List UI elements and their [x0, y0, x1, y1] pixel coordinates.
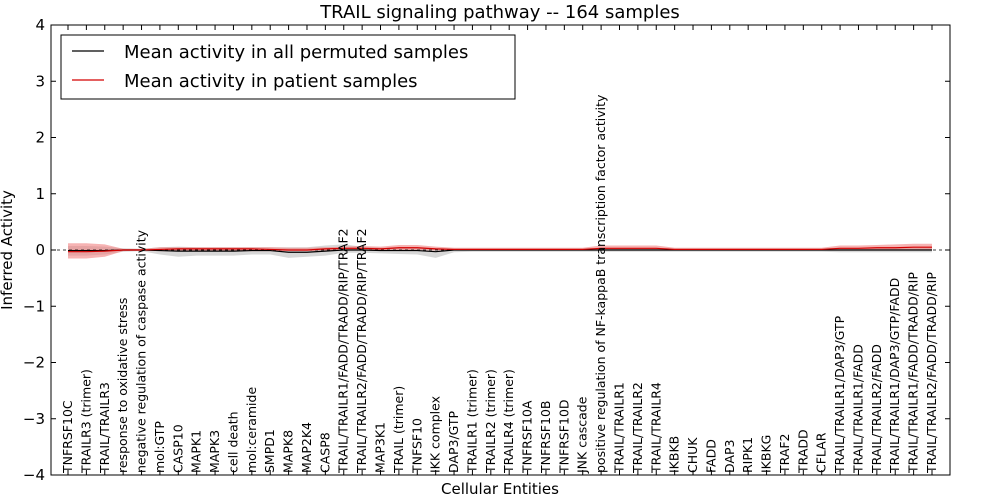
x-category-label: TRAIL/TRAILR1 [611, 382, 626, 474]
x-category-label: DAP3/GTP [446, 410, 461, 473]
legend-box [60, 34, 516, 100]
x-category-label: RIPK1 [740, 437, 755, 473]
y-axis: −4 −3 −2 −1 0 1 2 3 4 [23, 16, 950, 484]
x-category-label: mol:ceramide [244, 387, 259, 473]
y-tick-label: −4 [23, 466, 45, 484]
y-tick-label: −1 [23, 297, 45, 315]
x-category-label: TRAIL/TRAILR1/FADD/TRADD/RIP/TRAF2 [336, 228, 351, 474]
chart-title: TRAIL signaling pathway -- 164 samples [319, 2, 680, 23]
x-category-label: JNK cascade [575, 396, 590, 474]
x-category-label: TRAILR3 (trimer) [78, 369, 93, 474]
x-category-label: response to oxidative stress [115, 298, 130, 473]
x-category-label: MAP3K1 [373, 422, 388, 473]
x-category-label: TRAIL/TRAILR3 [97, 382, 112, 474]
y-tick-label: 2 [35, 129, 45, 147]
x-category-label: TRAILR1 (trimer) [464, 369, 479, 474]
x-category-label: FADD [703, 439, 718, 473]
x-category-label: TRAIL (trimer) [391, 386, 406, 474]
x-category-label: TRADD [795, 429, 810, 474]
y-tick-label: 1 [35, 185, 45, 203]
y-tick-label: 3 [35, 72, 45, 90]
x-category-label: TNFRSF10C [60, 400, 75, 474]
series-lines [68, 246, 932, 253]
legend-label-permuted: Mean activity in all permuted samples [124, 42, 468, 63]
x-category-label: TRAIL/TRAILR2/FADD/TRADD/RIP/TRAF2 [354, 228, 369, 474]
x-axis-label: Cellular Entities [441, 480, 559, 498]
x-category-label: SMPD1 [262, 429, 277, 473]
x-category-label: TNFRSF10A [520, 400, 535, 474]
x-category-label: TRAIL/TRAILR2/FADD/TRADD/RIP [924, 272, 939, 474]
x-category-label: CASP10 [170, 424, 185, 473]
x-category-label: MAPK1 [189, 430, 204, 473]
x-category-label: TNFRSF10D [556, 399, 571, 474]
x-category-label: TNFRSF10B [538, 401, 553, 474]
x-category-label: DAP3 [722, 440, 737, 473]
x-category-label: TRAIL/TRAILR2/FADD [869, 344, 884, 474]
x-category-label: CASP8 [317, 432, 332, 473]
x-category-label: IKK complex [428, 396, 443, 473]
x-category-label: IKBKG [759, 435, 774, 473]
x-category-label: TRAIL/TRAILR1/DAP3/GTP/FADD [887, 278, 902, 474]
y-tick-label: −3 [23, 410, 45, 428]
legend-label-patient: Mean activity in patient samples [124, 71, 418, 92]
x-category-label: positive regulation of NF-kappaB transcr… [593, 94, 608, 473]
x-category-label: TRAIL/TRAILR1/FADD [850, 344, 865, 474]
y-axis-label: Inferred Activity [0, 190, 16, 310]
legend: Mean activity in all permuted samples Me… [60, 34, 516, 100]
x-axis: TNFRSF10C TRAILR3 (trimer) TRAIL/TRAILR3 re… [60, 25, 939, 475]
y-tick-label: 4 [35, 16, 45, 34]
x-category-label: TRAF2 [777, 433, 792, 474]
x-category-label: TRAIL/TRAILR1/FADD/TRADD/RIP [906, 272, 921, 474]
x-category-label: TRAILR4 (trimer) [501, 369, 516, 474]
x-category-label: TRAILR2 (trimer) [483, 369, 498, 474]
x-category-label: negative regulation of caspase activity [134, 229, 149, 473]
x-category-label: TRAIL/TRAILR2 [630, 382, 645, 474]
x-category-label: MAPK3 [207, 430, 222, 473]
series-line-1 [68, 246, 932, 253]
x-category-label: mol:GTP [152, 421, 167, 473]
y-tick-label: −2 [23, 354, 45, 372]
x-category-label: TRAIL/TRAILR4 [648, 382, 663, 474]
x-category-label: TRAIL/TRAILR1/DAP3/GTP [832, 315, 847, 474]
x-category-label: MAPK8 [281, 430, 296, 473]
plot-frame [50, 24, 951, 476]
x-category-label: MAP2K4 [299, 422, 314, 473]
x-category-label: TNFSF10 [409, 418, 424, 474]
y-tick-label: 0 [35, 241, 45, 259]
x-category-label: IKBKB [667, 436, 682, 473]
x-category-label: cell death [225, 411, 240, 473]
x-category-label: CHUK [685, 437, 700, 473]
x-category-label: CFLAR [814, 432, 829, 473]
